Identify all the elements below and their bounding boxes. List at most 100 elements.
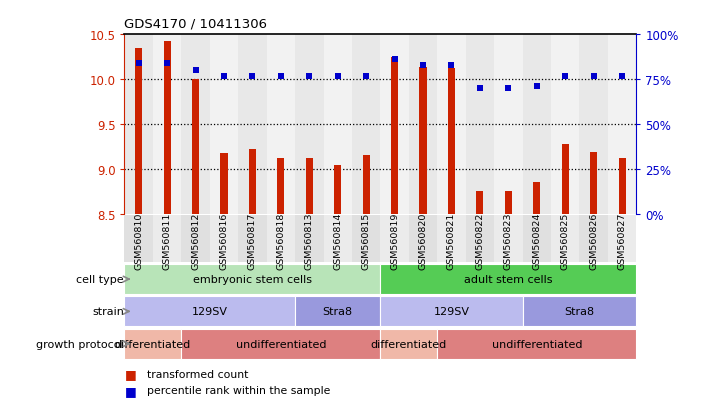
Point — [133, 60, 144, 67]
Text: ■: ■ — [124, 367, 137, 380]
Point — [190, 68, 201, 74]
Point — [304, 73, 315, 80]
Point — [560, 73, 571, 80]
Text: transformed count: transformed count — [147, 369, 249, 379]
Point — [161, 60, 173, 67]
Bar — [523, 215, 551, 263]
Bar — [562, 145, 569, 214]
Bar — [608, 215, 636, 263]
Bar — [409, 215, 437, 263]
Bar — [608, 35, 636, 214]
Bar — [181, 329, 380, 358]
Bar — [409, 35, 437, 214]
Bar — [124, 329, 181, 358]
Bar — [267, 35, 295, 214]
Bar — [238, 35, 267, 214]
Text: undifferentiated: undifferentiated — [235, 339, 326, 349]
Point — [247, 73, 258, 80]
Bar — [380, 297, 523, 326]
Bar — [220, 153, 228, 214]
Bar — [153, 35, 181, 214]
Point — [503, 85, 514, 92]
Bar — [380, 35, 409, 214]
Text: 129SV: 129SV — [192, 306, 228, 317]
Bar — [124, 215, 153, 263]
Bar — [124, 297, 295, 326]
Bar — [324, 35, 352, 214]
Bar — [295, 35, 324, 214]
Bar — [153, 215, 181, 263]
Text: differentiated: differentiated — [114, 339, 191, 349]
Bar — [306, 159, 313, 214]
Bar — [448, 69, 455, 214]
Bar — [551, 215, 579, 263]
Bar — [476, 192, 483, 214]
Bar — [295, 297, 380, 326]
Bar — [505, 192, 512, 214]
Bar — [164, 42, 171, 214]
Point — [332, 73, 343, 80]
Bar — [295, 215, 324, 263]
Point — [446, 62, 457, 69]
Bar — [192, 80, 199, 214]
Bar — [419, 67, 427, 214]
Point — [616, 73, 628, 80]
Bar — [380, 329, 437, 358]
Bar — [352, 215, 380, 263]
Bar — [210, 215, 238, 263]
Text: embryonic stem cells: embryonic stem cells — [193, 274, 312, 285]
Text: ■: ■ — [124, 384, 137, 397]
Text: strain: strain — [92, 306, 124, 317]
Bar — [523, 35, 551, 214]
Text: GDS4170 / 10411306: GDS4170 / 10411306 — [124, 18, 267, 31]
Bar — [619, 159, 626, 214]
Bar — [238, 215, 267, 263]
Text: percentile rank within the sample: percentile rank within the sample — [147, 385, 331, 395]
Text: growth protocol: growth protocol — [36, 339, 124, 349]
Bar — [494, 35, 523, 214]
Point — [275, 73, 287, 80]
Point — [531, 84, 542, 90]
Text: Stra8: Stra8 — [565, 306, 594, 317]
Bar — [249, 150, 256, 214]
Bar — [324, 215, 352, 263]
Bar — [466, 215, 494, 263]
Bar — [124, 35, 153, 214]
Text: undifferentiated: undifferentiated — [491, 339, 582, 349]
Bar — [466, 35, 494, 214]
Point — [417, 62, 429, 69]
Point — [360, 73, 372, 80]
Bar — [579, 35, 608, 214]
Text: adult stem cells: adult stem cells — [464, 274, 552, 285]
Point — [218, 73, 230, 80]
Bar — [579, 215, 608, 263]
Bar — [267, 215, 295, 263]
Bar — [533, 183, 540, 214]
Bar — [391, 57, 398, 214]
Bar — [437, 35, 466, 214]
Bar — [181, 215, 210, 263]
Bar — [437, 215, 466, 263]
Bar — [135, 49, 142, 214]
Bar — [380, 215, 409, 263]
Point — [389, 57, 400, 64]
Bar — [380, 264, 636, 294]
Point — [588, 73, 599, 80]
Bar — [334, 166, 341, 214]
Bar — [590, 152, 597, 214]
Bar — [551, 35, 579, 214]
Bar — [494, 215, 523, 263]
Bar — [523, 297, 636, 326]
Text: cell type: cell type — [76, 274, 124, 285]
Bar — [277, 159, 284, 214]
Bar — [352, 35, 380, 214]
Bar — [181, 35, 210, 214]
Point — [474, 85, 486, 92]
Bar — [363, 156, 370, 214]
Bar — [210, 35, 238, 214]
Text: Stra8: Stra8 — [323, 306, 353, 317]
Bar — [437, 329, 636, 358]
Text: 129SV: 129SV — [434, 306, 469, 317]
Text: differentiated: differentiated — [370, 339, 447, 349]
Bar — [124, 264, 380, 294]
